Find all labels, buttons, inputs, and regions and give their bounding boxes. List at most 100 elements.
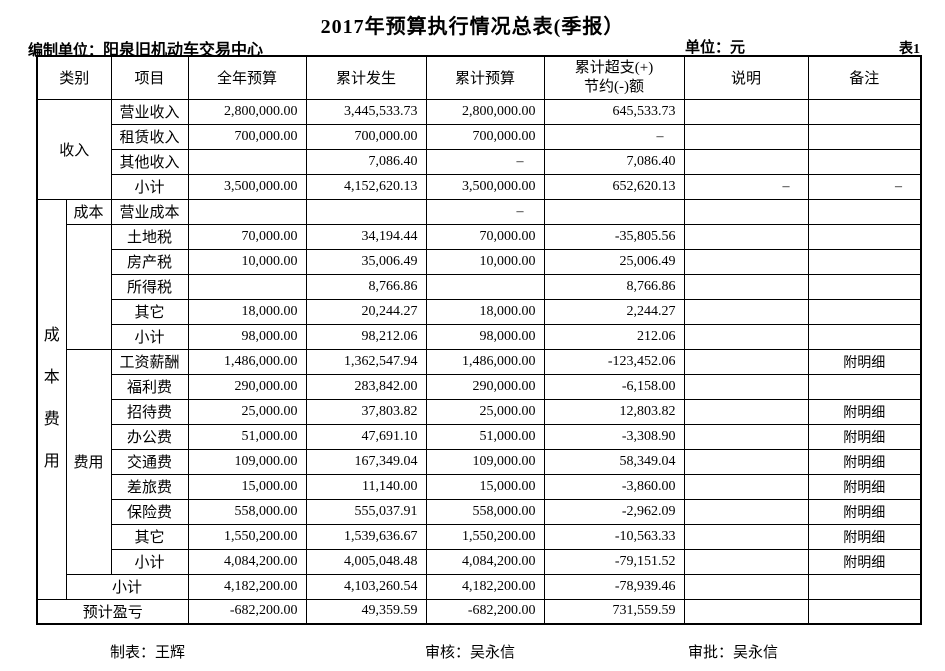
note-cell xyxy=(683,548,809,575)
item-cell: 交通费 xyxy=(110,448,189,475)
variance-cell: – xyxy=(543,123,685,150)
cumulative-actual-cell: 37,803.82 xyxy=(305,398,427,425)
note-cell xyxy=(683,498,809,525)
variance-cell: -123,452.06 xyxy=(543,348,685,375)
cumulative-actual-cell: 34,194.44 xyxy=(305,223,427,250)
row-welfare: 福利费 290,000.00 283,842.00 290,000.00 -6,… xyxy=(37,373,922,400)
note-cell: – xyxy=(683,173,809,200)
annual-budget-cell: 558,000.00 xyxy=(187,498,307,525)
item-cell: 营业成本 xyxy=(110,198,189,225)
variance-cell: -10,563.33 xyxy=(543,523,685,550)
cumulative-actual-cell: 283,842.00 xyxy=(305,373,427,400)
item-cell: 其它 xyxy=(110,298,189,325)
annual-budget-cell: -682,200.00 xyxy=(187,598,307,625)
cumulative-budget-cell xyxy=(425,273,545,300)
note-cell xyxy=(683,398,809,425)
remark-cell: – xyxy=(807,173,922,200)
remark-cell xyxy=(807,273,922,300)
category-revenue: 收入 xyxy=(36,98,112,200)
note-cell xyxy=(683,98,809,125)
cumulative-budget-cell: 1,550,200.00 xyxy=(425,523,545,550)
sheet-number: 表1 xyxy=(899,42,920,57)
row-insurance-expense: 保险费 558,000.00 555,037.91 558,000.00 -2,… xyxy=(37,498,922,525)
cumulative-actual-cell: 4,152,620.13 xyxy=(305,173,427,200)
cumulative-budget-cell: 18,000.00 xyxy=(425,298,545,325)
item-cell: 福利费 xyxy=(110,373,189,400)
annual-budget-cell: 98,000.00 xyxy=(187,323,307,350)
item-cell: 预计盈亏 xyxy=(36,598,189,625)
header-variance: 累计超支(+) 节约(-)额 xyxy=(543,55,685,100)
annual-budget-cell: 70,000.00 xyxy=(187,223,307,250)
remark-cell xyxy=(807,598,922,625)
prepared-by-value: 阳泉旧机动车交易中心 xyxy=(103,42,264,59)
row-expense-subtotal: 小计 4,084,200.00 4,005,048.48 4,084,200.0… xyxy=(37,548,922,575)
remark-cell xyxy=(807,373,922,400)
item-cell: 招待费 xyxy=(110,398,189,425)
remark-cell: 附明细 xyxy=(807,398,922,425)
variance-cell: -79,151.52 xyxy=(543,548,685,575)
item-cell: 小计 xyxy=(110,173,189,200)
cumulative-budget-cell: 4,084,200.00 xyxy=(425,548,545,575)
cumulative-budget-cell: – xyxy=(425,198,545,225)
remark-cell xyxy=(807,123,922,150)
cumulative-budget-cell: 4,182,200.00 xyxy=(425,573,545,600)
cumulative-actual-cell: 1,539,636.67 xyxy=(305,523,427,550)
cumulative-budget-cell: 1,486,000.00 xyxy=(425,348,545,375)
variance-cell: -78,939.46 xyxy=(543,573,685,600)
item-cell: 小计 xyxy=(110,548,189,575)
cumulative-actual-cell: 98,212.06 xyxy=(305,323,427,350)
note-cell xyxy=(683,298,809,325)
cumulative-budget-cell: 70,000.00 xyxy=(425,223,545,250)
note-cell xyxy=(683,148,809,175)
row-total-subtotal: 小计 4,182,200.00 4,103,260.54 4,182,200.0… xyxy=(37,573,922,600)
item-cell: 所得税 xyxy=(110,273,189,300)
row-entertainment: 招待费 25,000.00 37,803.82 25,000.00 12,803… xyxy=(37,398,922,425)
variance-cell: 731,559.59 xyxy=(543,598,685,625)
variance-cell: 7,086.40 xyxy=(543,148,685,175)
annual-budget-cell xyxy=(187,198,307,225)
item-cell: 差旅费 xyxy=(110,473,189,500)
category-cost: 成本 xyxy=(65,198,112,225)
annual-budget-cell: 700,000.00 xyxy=(187,123,307,150)
annual-budget-cell: 18,000.00 xyxy=(187,298,307,325)
remark-cell xyxy=(807,323,922,350)
row-revenue-subtotal: 小计 3,500,000.00 4,152,620.13 3,500,000.0… xyxy=(37,173,922,200)
annual-budget-cell: 1,550,200.00 xyxy=(187,523,307,550)
footer-row: 制表：王辉 审核：吴永信 审批：吴永信 xyxy=(0,641,945,661)
cumulative-actual-cell: 8,766.86 xyxy=(305,273,427,300)
row-projected-profit-loss: 预计盈亏 -682,200.00 49,359.59 -682,200.00 7… xyxy=(36,598,922,625)
note-cell xyxy=(683,223,809,250)
remark-cell: 附明细 xyxy=(807,548,922,575)
row-transport-expense: 交通费 109,000.00 167,349.04 109,000.00 58,… xyxy=(37,448,922,475)
note-cell xyxy=(683,448,809,475)
row-other-revenue: 其他收入 7,086.40 – 7,086.40 xyxy=(37,148,922,175)
item-cell: 小计 xyxy=(65,573,189,600)
header-annual-budget: 全年预算 xyxy=(187,55,307,100)
cumulative-actual-cell: 11,140.00 xyxy=(305,473,427,500)
category-cost-expense-label: 成本费用 xyxy=(43,327,60,470)
remark-cell: 附明细 xyxy=(807,473,922,500)
variance-cell: 25,006.49 xyxy=(543,248,685,275)
cumulative-budget-cell: 15,000.00 xyxy=(425,473,545,500)
annual-budget-cell xyxy=(187,273,307,300)
row-income-tax: 所得税 8,766.86 8,766.86 xyxy=(37,273,922,300)
cumulative-actual-cell: 4,103,260.54 xyxy=(305,573,427,600)
row-rental-revenue: 租赁收入 700,000.00 700,000.00 700,000.00 – xyxy=(37,123,922,150)
variance-cell: -6,158.00 xyxy=(543,373,685,400)
note-cell xyxy=(683,423,809,450)
row-operating-cost: 成本费用 成本 营业成本 – xyxy=(36,198,922,600)
row-cost-subtotal: 小计 98,000.00 98,212.06 98,000.00 212.06 xyxy=(37,323,922,350)
remark-cell xyxy=(807,198,922,225)
variance-cell: 8,766.86 xyxy=(543,273,685,300)
header-row: 类别 项目 全年预算 累计发生 累计预算 累计超支(+) 节约(-)额 说明 备… xyxy=(36,55,922,100)
annual-budget-cell: 4,084,200.00 xyxy=(187,548,307,575)
budget-table: 类别 项目 全年预算 累计发生 累计预算 累计超支(+) 节约(-)额 说明 备… xyxy=(36,55,923,625)
annual-budget-cell: 290,000.00 xyxy=(187,373,307,400)
row-land-tax: 土地税 70,000.00 34,194.44 70,000.00 -35,80… xyxy=(37,223,922,350)
cumulative-budget-cell: 290,000.00 xyxy=(425,373,545,400)
item-cell: 房产税 xyxy=(110,248,189,275)
cumulative-actual-cell: 49,359.59 xyxy=(305,598,427,625)
note-cell xyxy=(683,123,809,150)
category-cost-expense: 成本费用 xyxy=(36,198,67,600)
cumulative-budget-cell: 109,000.00 xyxy=(425,448,545,475)
